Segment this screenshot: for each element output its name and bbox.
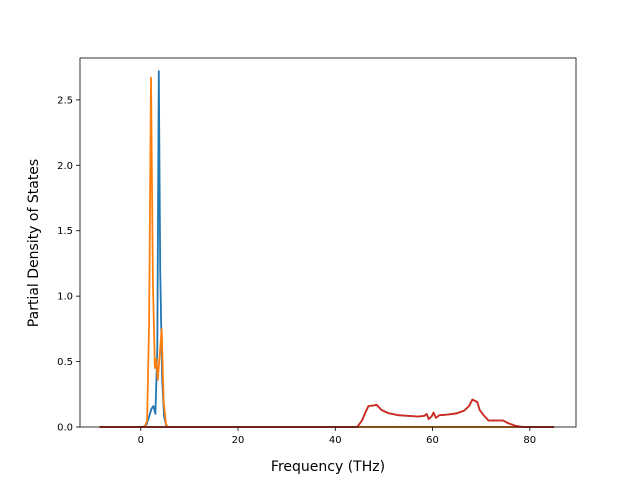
series-line-4 bbox=[99, 398, 555, 428]
x-tick-label: 40 bbox=[329, 435, 342, 446]
series-line-2 bbox=[99, 76, 555, 428]
x-tick-label: 20 bbox=[232, 435, 245, 446]
y-tick-label: 2.0 bbox=[57, 161, 73, 172]
x-tick-label: 80 bbox=[523, 435, 536, 446]
y-tick-label: 0.5 bbox=[57, 357, 73, 368]
x-axis: 0 20 40 60 80 bbox=[138, 427, 536, 446]
x-axis-label: Frequency (THz) bbox=[271, 459, 385, 475]
plot-area bbox=[99, 70, 555, 428]
y-tick-label: 1.5 bbox=[57, 226, 73, 237]
plot-frame bbox=[79, 57, 577, 428]
y-axis: 0.0 0.5 1.0 1.5 2.0 2.5 bbox=[57, 95, 80, 434]
x-tick-label: 0 bbox=[138, 435, 144, 446]
y-axis-label: Partial Density of States bbox=[26, 159, 42, 327]
x-tick-label: 60 bbox=[426, 435, 439, 446]
y-tick-label: 2.5 bbox=[57, 95, 73, 106]
y-tick-label: 0.0 bbox=[57, 423, 73, 434]
y-tick-label: 1.0 bbox=[57, 292, 73, 303]
